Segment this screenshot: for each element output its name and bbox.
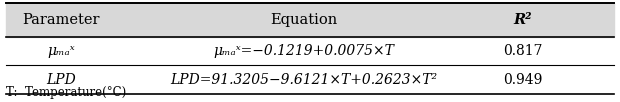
Text: 0.949: 0.949 bbox=[503, 73, 542, 87]
FancyBboxPatch shape bbox=[6, 3, 614, 37]
Text: LPD=91.3205−9.6121×T+0.2623×T²: LPD=91.3205−9.6121×T+0.2623×T² bbox=[170, 73, 438, 87]
Text: Equation: Equation bbox=[270, 13, 337, 27]
Text: Parameter: Parameter bbox=[22, 13, 100, 27]
Text: μₘₐˣ=−0.1219+0.0075×T: μₘₐˣ=−0.1219+0.0075×T bbox=[213, 44, 394, 58]
Text: R²: R² bbox=[513, 13, 532, 27]
Text: LPD: LPD bbox=[46, 73, 76, 87]
Text: μₘₐˣ: μₘₐˣ bbox=[47, 44, 74, 58]
Text: 0.817: 0.817 bbox=[503, 44, 542, 58]
Text: T:  Temperature(°C): T: Temperature(°C) bbox=[6, 86, 126, 99]
